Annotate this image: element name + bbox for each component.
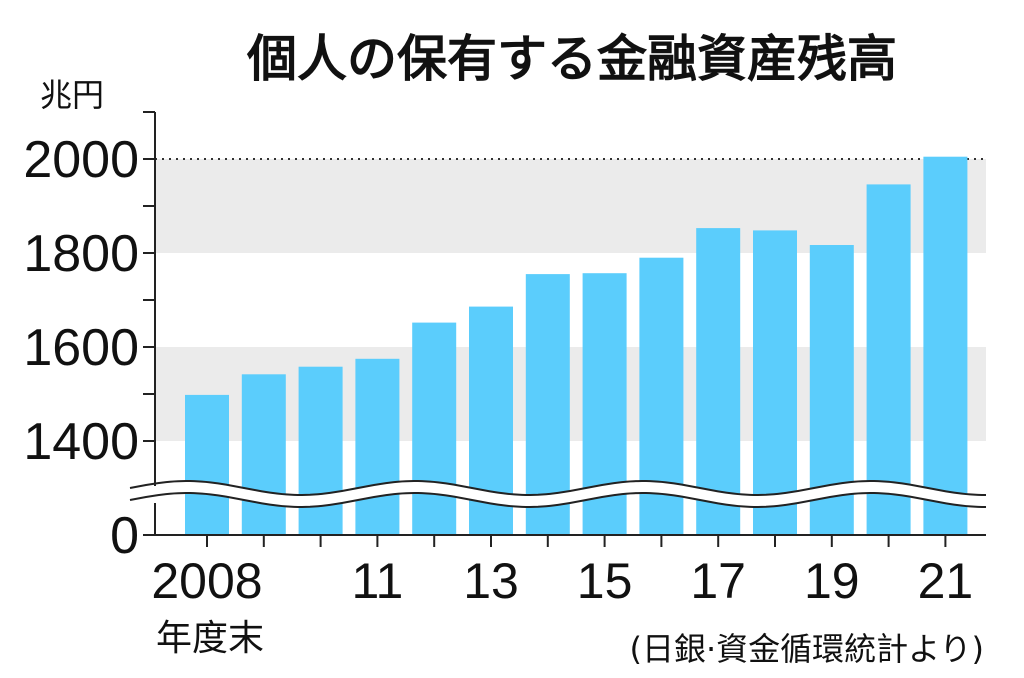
axis-break-gap <box>130 481 986 507</box>
source-note: (日銀·資金循環統計より) <box>629 630 984 668</box>
y-unit-label: 兆円 <box>40 76 104 114</box>
y-tick-label-0: 0 <box>110 507 139 565</box>
bar-2009 <box>241 374 286 535</box>
y-axis <box>143 111 986 547</box>
bar-2017 <box>696 228 741 535</box>
bar-2011 <box>355 358 400 536</box>
bar-2008 <box>185 394 229 535</box>
x-axis-label: 年度末 <box>156 618 264 659</box>
x-tick-label-2008: 2008 <box>151 553 262 609</box>
bar-2021 <box>923 156 968 535</box>
y-tick-label-2000: 2000 <box>23 131 139 189</box>
chart-title: 個人の保有する金融資産残高 <box>246 30 897 88</box>
bar-2020 <box>866 184 911 535</box>
x-tick-label-11: 11 <box>351 553 403 609</box>
x-tick-label-21: 21 <box>918 553 974 609</box>
y-tick-label-1600: 1600 <box>23 319 139 377</box>
y-tick-label-1400: 1400 <box>23 413 139 471</box>
axis-break-line-top <box>129 479 987 497</box>
y-tick-labels: 0 1400 1600 1800 2000 <box>23 131 139 565</box>
y-tick-label-1800: 1800 <box>23 225 139 283</box>
axis-break <box>129 479 987 509</box>
axis-break-line-bottom <box>129 491 987 509</box>
bar-2018 <box>753 230 797 535</box>
x-tick-label-19: 19 <box>804 553 860 609</box>
x-tick-label-13: 13 <box>463 553 519 609</box>
x-tick-label-17: 17 <box>690 553 746 609</box>
grid-band-1 <box>155 159 986 253</box>
x-tick-labels: 2008 11 13 15 17 19 21 <box>151 553 973 609</box>
bar-2010 <box>298 366 343 535</box>
bar-2012 <box>412 322 457 535</box>
x-tick-label-15: 15 <box>577 553 633 609</box>
